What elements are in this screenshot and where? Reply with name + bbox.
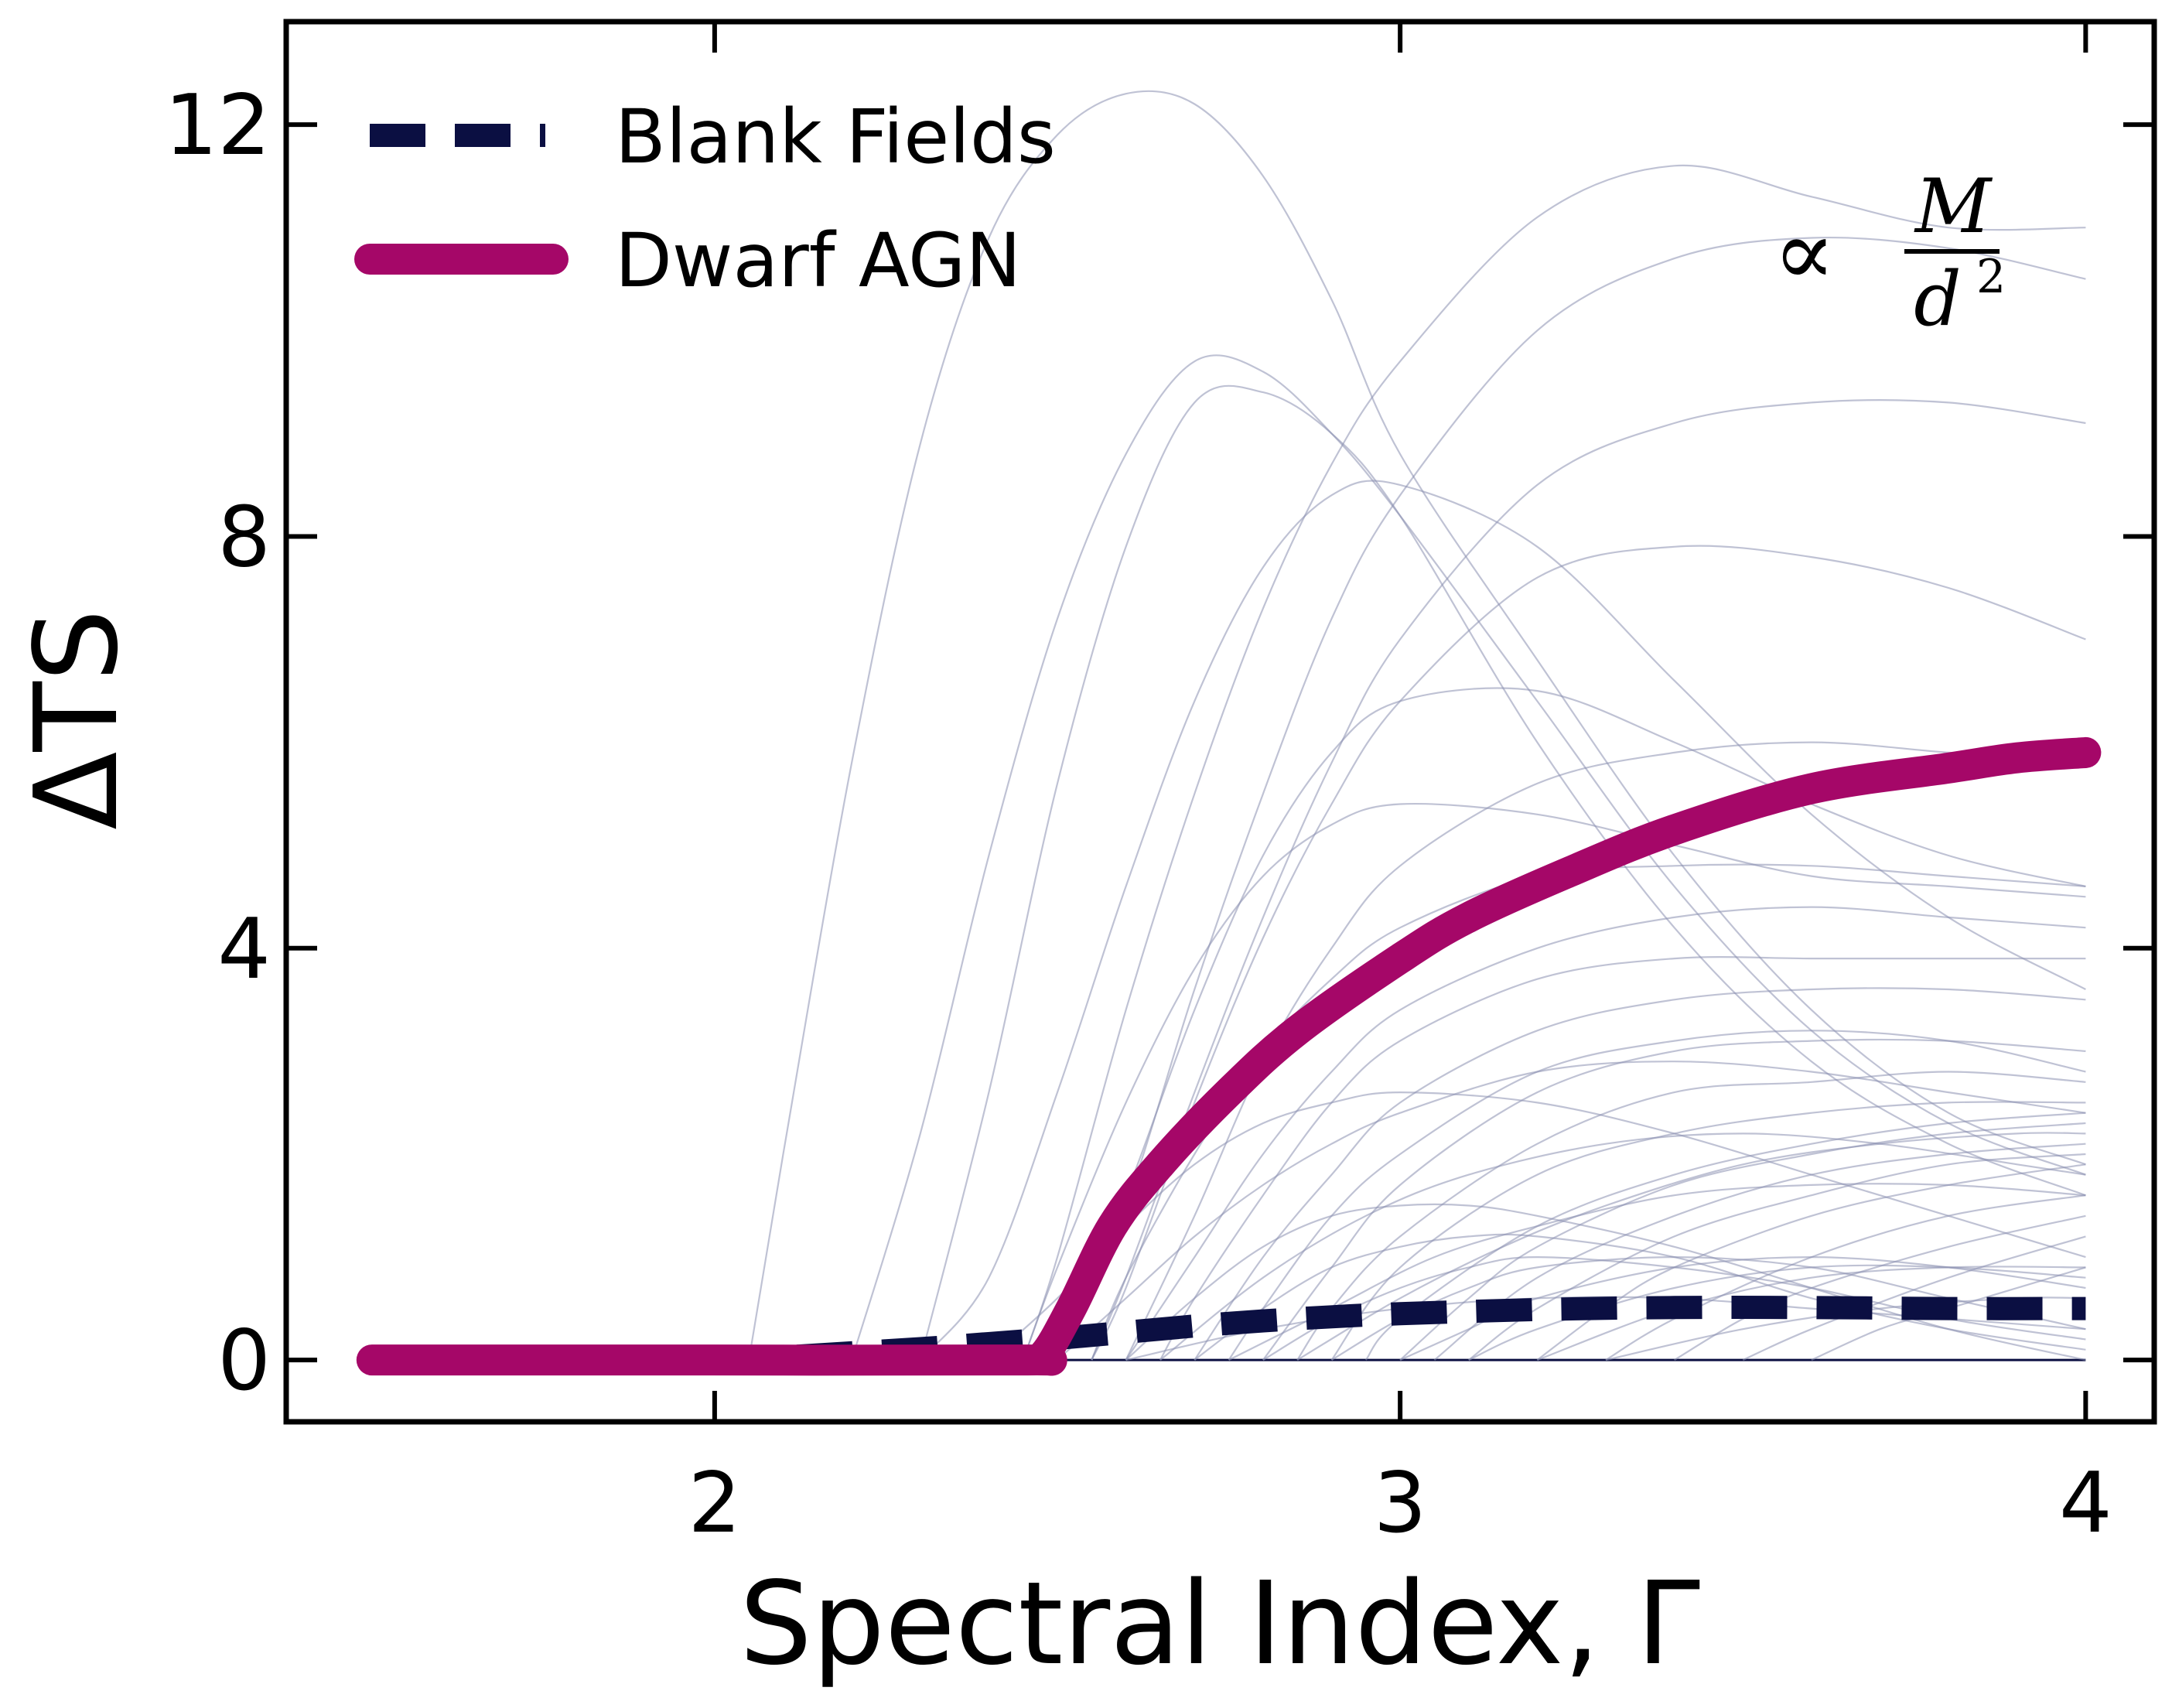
- legend: Blank Fields Dwarf AGN: [354, 94, 1056, 304]
- individual-curve-11: [1091, 863, 2086, 1361]
- individual-curve-28: [1125, 1203, 2086, 1361]
- plot-frame: [283, 19, 2157, 1425]
- individual-curve-10: [1125, 741, 2086, 1361]
- x-tick-label-4: 4: [2059, 1455, 2112, 1552]
- individual-curve-24: [1605, 1194, 2086, 1361]
- individual-curve-2: [919, 384, 2086, 1361]
- individual-curve-14: [1194, 987, 2086, 1361]
- annotation-exponent: 2: [1976, 250, 2006, 304]
- y-tick-label-8: 8: [217, 489, 271, 586]
- individual-curve-21: [1433, 1143, 2086, 1361]
- series-dwarf-agn-line: [356, 736, 2102, 1376]
- proportionality-annotation: ∝ M d 2: [1773, 163, 2006, 343]
- individual-curve-22: [1468, 1153, 2086, 1361]
- individual-curve-19: [1364, 1112, 2086, 1361]
- x-tick-label-3: 3: [1374, 1455, 1427, 1552]
- individual-curve-29: [1194, 1233, 2086, 1361]
- individual-curve-13: [1159, 956, 2086, 1361]
- x-axis-label: Spectral Index, Γ: [739, 1557, 1700, 1690]
- individual-curve-17: [1296, 1071, 2086, 1361]
- individual-curve-26: [1742, 1235, 2086, 1361]
- annotation-proportional-symbol: ∝: [1773, 200, 1836, 307]
- series-blank-fields-line: [371, 1296, 2086, 1372]
- individual-curve-1: [851, 354, 2086, 1361]
- individual-curve-33: [1468, 1264, 2086, 1361]
- tick-labels: 2 3 4 0 4 8 12: [165, 77, 2112, 1552]
- annotation-denominator: d: [1914, 256, 1961, 343]
- individual-curve-37: [1228, 1183, 2086, 1361]
- y-tick-label-0: 0: [217, 1313, 271, 1409]
- x-tick-label-2: 2: [688, 1455, 742, 1552]
- individual-curve-34: [1537, 1266, 2086, 1361]
- individual-curve-5: [1056, 236, 2086, 1361]
- individual-curve-25: [1674, 1214, 2086, 1361]
- individual-curve-4: [1022, 164, 2086, 1361]
- plot-area: [356, 90, 2102, 1376]
- legend-dwarf-agn-label: Dwarf AGN: [615, 217, 1021, 304]
- y-axis-label: ΔTS: [10, 609, 143, 830]
- y-tick-label-4: 4: [217, 901, 271, 998]
- individual-curve-39: [1159, 1132, 2086, 1361]
- individual-curve-20: [1399, 1122, 2086, 1361]
- individual-curve-12: [1125, 906, 2086, 1361]
- individual-curve-41: [1057, 1061, 2086, 1361]
- main-series: [356, 736, 2102, 1376]
- individual-curve-16: [1262, 1038, 2086, 1361]
- individual-curve-9: [1022, 802, 2086, 1361]
- individual-curve-38: [1296, 1132, 2086, 1361]
- individual-curve-3: [919, 480, 2086, 1361]
- y-tick-label-12: 12: [165, 77, 271, 174]
- legend-blank-fields-label: Blank Fields: [615, 94, 1056, 180]
- axis-ticks: [286, 22, 2154, 1422]
- annotation-numerator: M: [1914, 163, 1993, 250]
- individual-curve-0: [748, 90, 2086, 1361]
